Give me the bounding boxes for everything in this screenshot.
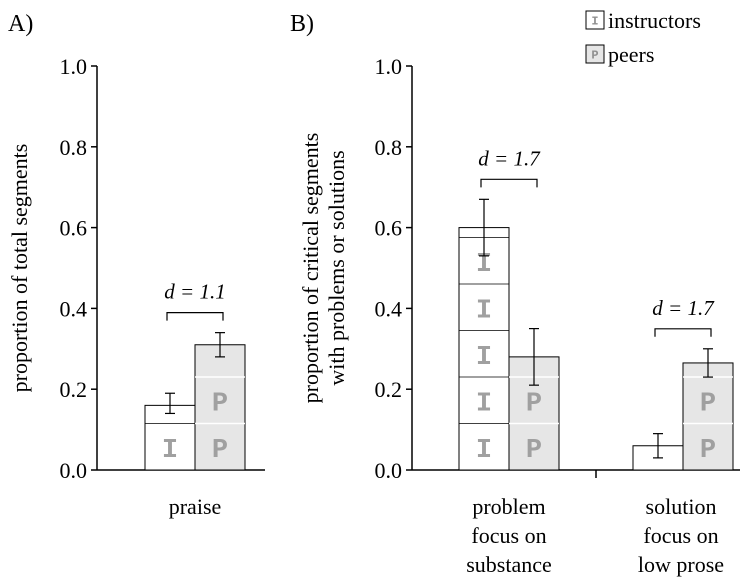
bar-instructors — [458, 227, 510, 471]
legend-item-instructors: I instructors — [585, 8, 701, 33]
category-label: substance — [466, 552, 552, 577]
legend-glyph-peers: P — [591, 49, 598, 63]
bar-glyph-peers: P — [212, 436, 228, 466]
effect-size-label: d = 1.7 — [652, 296, 715, 320]
y-tick-label: 0.8 — [60, 135, 88, 160]
y-tick-label: 0.6 — [60, 216, 88, 241]
legend-item-peers: P peers — [585, 42, 654, 67]
panel-b-categories: problem focus on substance solution focus on… — [466, 470, 724, 577]
category-label: problem — [472, 494, 545, 519]
bar-glyph-peers: P — [700, 389, 716, 419]
effect-size-bracket — [654, 328, 712, 337]
bar-glyph-instructors: I — [162, 436, 178, 466]
panel-a: A) 0.0 0.2 0.4 0.6 0.8 1.0 proportion of tota… — [7, 11, 265, 519]
bar-glyph-instructors: I — [476, 296, 492, 326]
panel-a-y-ticks: 0.0 0.2 0.4 0.6 0.8 1.0 — [60, 54, 97, 483]
bar-glyph-instructors: I — [476, 250, 492, 280]
y-tick-label: 0.0 — [60, 458, 88, 483]
y-tick-label: 1.0 — [375, 54, 403, 79]
y-tick-label: 0.2 — [60, 377, 88, 402]
category-label: focus on — [471, 523, 546, 548]
bar-glyph-peers: P — [526, 436, 542, 466]
panel-a-bars: I PPd = 1.1 — [144, 280, 246, 471]
effect-size-label: d = 1.7 — [478, 146, 541, 170]
legend-swatch-instructors — [585, 10, 605, 30]
effect-size-label: d = 1.1 — [164, 280, 225, 304]
category-label: focus on — [643, 523, 718, 548]
panel-b-y-axis-label-line1: proportion of critical segments — [298, 133, 323, 404]
category-label: low prose — [638, 552, 724, 577]
panel-b-y-axis-label-line2: with problems or solutions — [324, 150, 349, 385]
bar-glyph-peers: P — [212, 389, 228, 419]
panel-b-label: B) — [290, 11, 314, 37]
legend-label-instructors: instructors — [608, 8, 701, 33]
bar-glyph-instructors: I — [476, 389, 492, 419]
bar-glyph-instructors: I — [476, 343, 492, 373]
y-tick-label: 1.0 — [60, 54, 88, 79]
bar-glyph-instructors: I — [476, 436, 492, 466]
effect-size-bracket — [166, 312, 224, 321]
panel-a-label: A) — [8, 11, 33, 37]
y-tick-label: 0.2 — [375, 377, 403, 402]
y-tick-label: 0.6 — [375, 216, 403, 241]
legend: I instructors P peers — [585, 8, 701, 67]
y-tick-label: 0.0 — [375, 458, 403, 483]
y-tick-label: 0.4 — [375, 296, 403, 321]
effect-size-bracket — [480, 178, 538, 188]
category-label: praise — [169, 494, 222, 519]
panel-b: B) 0.0 0.2 0.4 0.6 0.8 1.0 proportion of crit… — [290, 11, 740, 577]
bar-glyph-peers: P — [526, 389, 542, 419]
y-tick-label: 0.8 — [375, 135, 403, 160]
bar-instructors — [144, 404, 196, 471]
bar-glyph-peers: P — [700, 436, 716, 466]
panel-a-y-axis-label: proportion of total segments — [7, 144, 32, 393]
legend-swatch-peers — [585, 44, 605, 64]
legend-label-peers: peers — [608, 42, 654, 67]
legend-glyph-instructors: I — [591, 15, 598, 29]
y-tick-label: 0.4 — [60, 296, 88, 321]
panel-a-categories: praise — [169, 494, 222, 519]
panel-b-y-ticks: 0.0 0.2 0.4 0.6 0.8 1.0 — [375, 54, 412, 483]
category-label: solution — [646, 494, 717, 519]
